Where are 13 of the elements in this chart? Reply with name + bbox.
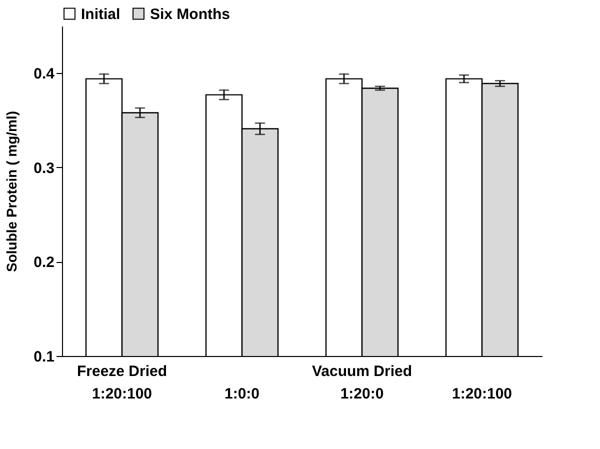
x-tick-label: 1:20:100 xyxy=(452,386,512,402)
x-tick-label: 1:20:100 xyxy=(92,386,152,402)
y-tick-label: 0.4 xyxy=(34,66,56,83)
y-tick-label: 0.3 xyxy=(34,160,54,177)
x-tick-label: 1:0:0 xyxy=(224,386,260,402)
y-axis-title: Soluble Protein ( mg/ml) xyxy=(4,110,20,272)
legend-label: Six Months xyxy=(150,6,230,23)
legend-label: Initial xyxy=(81,6,120,23)
y-tick-label: 0.2 xyxy=(34,254,54,272)
y-tick-label: 0.1 xyxy=(34,348,54,366)
x-tick-label: 1:20:0 xyxy=(340,386,384,402)
text: Vacuum Dried xyxy=(312,363,412,380)
text: Freeze Dried xyxy=(76,363,168,380)
